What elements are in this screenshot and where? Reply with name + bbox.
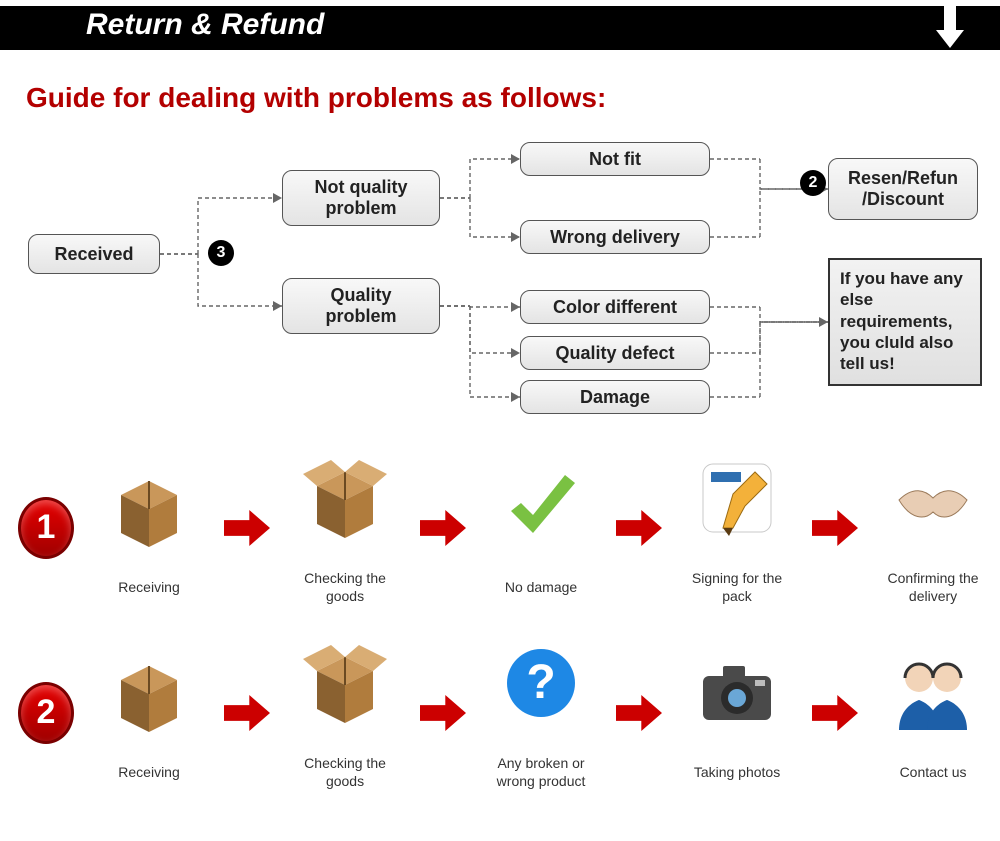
flow-node-damage: Damage (520, 380, 710, 414)
step-support: Contact us (866, 644, 1000, 782)
pencil-icon (689, 450, 785, 546)
handshake-icon (885, 450, 981, 546)
step-label: Receiving (89, 764, 209, 782)
red-arrow-icon (224, 695, 270, 731)
step-label: Checking the goods (285, 755, 405, 790)
flow-node-not_quality: Not qualityproblem (282, 170, 440, 226)
step-label: Checking the goods (285, 570, 405, 605)
step-question: ? Any broken or wrong product (474, 635, 608, 790)
step-box-open: Checking the goods (278, 450, 412, 605)
red-arrow-icon (616, 695, 662, 731)
step-camera: Taking photos (670, 644, 804, 782)
step-label: Receiving (89, 579, 209, 597)
camera-icon (689, 644, 785, 740)
step-row-1: 1 Receiving Checking the goods No damage Sig… (0, 450, 1000, 605)
support-icon (885, 644, 981, 740)
red-arrow-icon (812, 510, 858, 546)
flow-node-color_diff: Color different (520, 290, 710, 324)
step-box-open: Checking the goods (278, 635, 412, 790)
step-rows: 1 Receiving Checking the goods No damage Sig… (0, 450, 1000, 820)
step-label: Signing for the pack (677, 570, 797, 605)
step-label: Confirming the delivery (873, 570, 993, 605)
page: Return & Refund Guide for dealing with p… (0, 0, 1000, 841)
down-arrow-icon (930, 6, 970, 50)
flow-node-resend: Resen/Refun/Discount (828, 158, 978, 220)
flow-node-wrong_delivery: Wrong delivery (520, 220, 710, 254)
step-box-closed: Receiving (82, 644, 216, 782)
flow-node-quality_defect: Quality defect (520, 336, 710, 370)
flow-node-received: Received (28, 234, 160, 274)
step-check: No damage (474, 459, 608, 597)
step-box-closed: Receiving (82, 459, 216, 597)
step-label: Taking photos (677, 764, 797, 782)
box-closed-icon (101, 459, 197, 555)
header-bar: Return & Refund (0, 6, 1000, 50)
flowchart: Received Not qualityproblem Qualityproblem… (0, 130, 1000, 440)
row-badge: 2 (18, 682, 74, 744)
question-icon: ? (493, 635, 589, 731)
flow-badge-two: 2 (800, 170, 826, 196)
red-arrow-icon (420, 695, 466, 731)
flow-node-not_fit: Not fit (520, 142, 710, 176)
flow-badge-three: 3 (208, 240, 234, 266)
svg-text:?: ? (526, 656, 555, 709)
box-open-icon (297, 635, 393, 731)
step-label: Any broken or wrong product (481, 755, 601, 790)
box-open-icon (297, 450, 393, 546)
subtitle: Guide for dealing with problems as follo… (26, 82, 606, 114)
red-arrow-icon (420, 510, 466, 546)
step-label: No damage (481, 579, 601, 597)
red-arrow-icon (616, 510, 662, 546)
check-icon (493, 459, 589, 555)
step-handshake: Confirming the delivery (866, 450, 1000, 605)
flow-node-quality: Qualityproblem (282, 278, 440, 334)
step-pencil: Signing for the pack (670, 450, 804, 605)
row-badge: 1 (18, 497, 74, 559)
step-row-2: 2 Receiving Checking the goods? Any broken … (0, 635, 1000, 790)
red-arrow-icon (812, 695, 858, 731)
step-label: Contact us (873, 764, 993, 782)
flow-infobox: If you have any else requirements, you c… (828, 258, 982, 386)
header-title: Return & Refund (86, 8, 324, 42)
box-closed-icon (101, 644, 197, 740)
red-arrow-icon (224, 510, 270, 546)
